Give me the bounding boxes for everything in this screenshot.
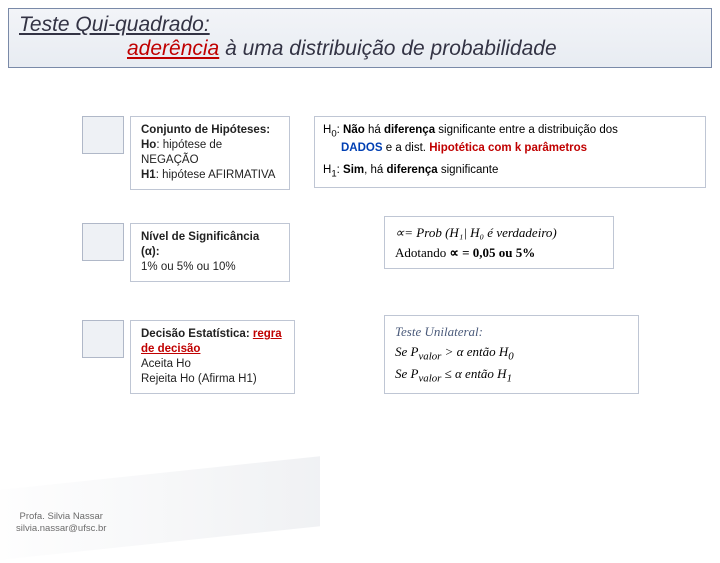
significance-box: Nível de Significância (α): 1% ou 5% ou … (130, 223, 290, 282)
formula-prob: ∝= Prob (H₁| H₀ é verdadeiro) (395, 223, 603, 243)
title-aderencia: aderência (127, 37, 219, 60)
step-number-stub-1 (82, 116, 124, 154)
hypotheses-detail-box: H0: Não há diferença significante entre … (314, 116, 706, 188)
box1-heading: Conjunto de Hipóteses: (141, 123, 279, 138)
h0-line: H0: Não há diferença significante entre … (323, 123, 697, 141)
title-line1: Teste Qui-quadrado: (19, 13, 701, 37)
step-number-stub-3 (82, 320, 124, 358)
decorative-wedge (0, 456, 320, 563)
footer-email: silvia.nassar@ufsc.br (16, 523, 106, 534)
formula-alpha-box: ∝= Prob (H₁| H₀ é verdadeiro) Adotando ∝… (384, 216, 614, 269)
title-suffix: à uma distribuição de probabilidade (219, 37, 556, 60)
step-number-stub-2 (82, 223, 124, 261)
formula2-l1: Se Pvalor > α então H0 (395, 342, 628, 365)
box2-heading: Nível de Significância (α): (141, 230, 279, 260)
footer-name: Profa. Silvia Nassar (16, 511, 106, 522)
footer: Profa. Silvia Nassar silvia.nassar@ufsc.… (16, 511, 106, 534)
box3-line1: Aceita Ho (141, 357, 284, 372)
decision-box: Decisão Estatística: regra de decisão Ac… (130, 320, 295, 394)
hypotheses-set-box: Conjunto de Hipóteses: Ho: hipótese de N… (130, 116, 290, 190)
box3-heading: Decisão Estatística: regra de decisão (141, 327, 284, 357)
box3-line2: Rejeita Ho (Afirma H1) (141, 372, 284, 387)
formula-test-box: Teste Unilateral: Se Pvalor > α então H0… (384, 315, 639, 394)
box1-h1: H1: hipótese AFIRMATIVA (141, 168, 279, 183)
h1-line: H1: Sim, há diferença significante (323, 163, 697, 181)
formula2-l2: Se Pvalor ≤ α então H1 (395, 364, 628, 387)
formula2-head: Teste Unilateral: (395, 322, 628, 342)
formula-adotando: Adotando ∝ = 0,05 ou 5% (395, 243, 603, 263)
step-2: Nível de Significância (α): 1% ou 5% ou … (82, 223, 290, 282)
step-3: Decisão Estatística: regra de decisão Ac… (82, 320, 295, 394)
box2-line: 1% ou 5% ou 10% (141, 260, 279, 275)
title-bar: Teste Qui-quadrado: aderência à uma dist… (8, 8, 712, 68)
step-1: Conjunto de Hipóteses: Ho: hipótese de N… (82, 116, 290, 190)
box1-h0: Ho: hipótese de NEGAÇÃO (141, 138, 279, 168)
title-line2: aderência à uma distribuição de probabil… (19, 37, 701, 61)
h0-line2: DADOS e a dist. Hipotética com k parâmet… (323, 141, 697, 157)
